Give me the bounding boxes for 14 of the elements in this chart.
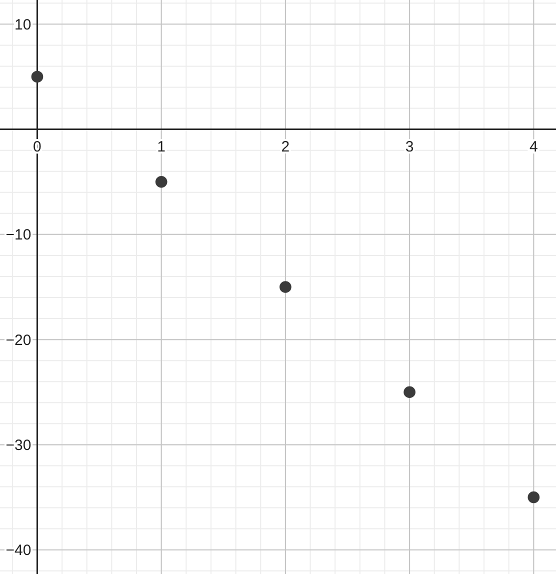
x-tick-label: 2 bbox=[281, 138, 290, 156]
y-tick-label: −20 bbox=[6, 332, 32, 349]
y-tick-label: 10 bbox=[14, 16, 32, 34]
y-tick-label: −40 bbox=[6, 542, 32, 560]
x-tick-label: 4 bbox=[529, 138, 538, 156]
point bbox=[404, 386, 416, 398]
x-tick-label: 1 bbox=[157, 138, 166, 156]
point bbox=[155, 176, 168, 188]
point bbox=[31, 70, 44, 83]
point bbox=[280, 281, 292, 293]
x-tick-label: 3 bbox=[405, 138, 414, 156]
y-tick-label: −10 bbox=[6, 226, 32, 244]
point bbox=[528, 491, 540, 504]
y-tick-label: −30 bbox=[6, 436, 32, 454]
